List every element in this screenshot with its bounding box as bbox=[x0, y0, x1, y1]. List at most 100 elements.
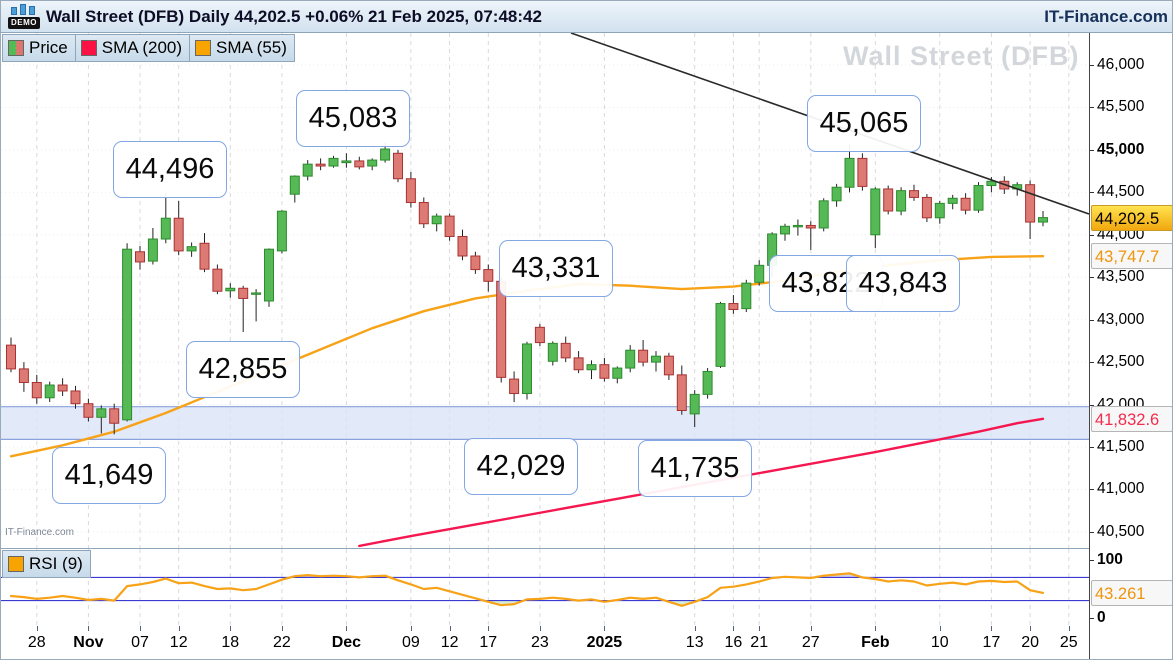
candle-down[interactable] bbox=[1025, 184, 1036, 223]
candle-down[interactable] bbox=[883, 188, 894, 212]
sma55-swatch-icon bbox=[195, 40, 212, 56]
candle-down[interactable] bbox=[393, 152, 403, 180]
price-legend-label: Price bbox=[29, 38, 68, 57]
candle-down[interactable] bbox=[31, 381, 42, 399]
candle-down[interactable] bbox=[315, 163, 326, 167]
time-axis[interactable]: 28 Nov 07 12 18 22 Dec 09 12 17 23 2025 13 16 21 27 Feb 1… bbox=[1, 626, 1089, 659]
candle-down[interactable] bbox=[483, 269, 494, 282]
rsi-legend-button[interactable]: RSI (9) bbox=[2, 550, 91, 578]
candle-up[interactable] bbox=[341, 160, 352, 164]
candle-down[interactable] bbox=[960, 197, 971, 211]
time-tick-mark bbox=[178, 626, 180, 631]
candle-up[interactable] bbox=[754, 264, 765, 283]
candle-up[interactable] bbox=[934, 202, 945, 219]
candle-down[interactable] bbox=[212, 268, 223, 292]
candle-down[interactable] bbox=[534, 326, 545, 344]
candle-down[interactable] bbox=[599, 364, 610, 379]
candle-up[interactable] bbox=[289, 175, 300, 195]
candle-up[interactable] bbox=[522, 343, 532, 395]
price-callout[interactable]: 45,083 bbox=[296, 90, 410, 147]
candle-up[interactable] bbox=[896, 190, 907, 212]
candle-up[interactable] bbox=[96, 408, 107, 418]
price-callout[interactable]: 42,855 bbox=[186, 341, 300, 398]
price-callout[interactable]: 41,649 bbox=[52, 447, 166, 504]
candle-up[interactable] bbox=[870, 188, 881, 236]
price-callout[interactable]: 41,735 bbox=[638, 440, 752, 497]
candle-up[interactable] bbox=[122, 248, 133, 421]
candle-up[interactable] bbox=[225, 287, 236, 292]
price-axis[interactable]: 46,000 45,500 45,000 44,500 44,000 43,500 43,0… bbox=[1089, 33, 1172, 659]
price-legend-button[interactable]: Price bbox=[2, 34, 76, 62]
candle-down[interactable] bbox=[805, 224, 816, 229]
candle-down[interactable] bbox=[70, 390, 81, 405]
support-zone-band[interactable] bbox=[1, 406, 1089, 440]
candle-down[interactable] bbox=[135, 251, 145, 263]
candle-down[interactable] bbox=[728, 303, 739, 310]
candle-up[interactable] bbox=[844, 157, 855, 188]
candle-up[interactable] bbox=[160, 217, 171, 240]
candle-up[interactable] bbox=[547, 342, 558, 362]
candle-down[interactable] bbox=[857, 157, 868, 187]
candle-down[interactable] bbox=[921, 196, 932, 219]
sma200-legend-button[interactable]: SMA (200) bbox=[75, 34, 191, 62]
candle-up[interactable] bbox=[792, 224, 803, 228]
rsi-line[interactable] bbox=[9, 572, 1045, 607]
candle-down[interactable] bbox=[173, 217, 184, 252]
candle-up[interactable] bbox=[741, 282, 752, 310]
candle-up[interactable] bbox=[612, 367, 623, 379]
candle-down[interactable] bbox=[18, 368, 29, 383]
candle-up[interactable] bbox=[586, 364, 597, 371]
candle-down[interactable] bbox=[663, 355, 674, 376]
candle-up[interactable] bbox=[625, 349, 636, 369]
candle-up[interactable] bbox=[947, 197, 958, 204]
price-callout[interactable]: 43,843 bbox=[846, 255, 960, 312]
candle-up[interactable] bbox=[973, 185, 984, 211]
candle-up[interactable] bbox=[651, 355, 661, 363]
candle-up[interactable] bbox=[186, 246, 197, 252]
price-tick-mark bbox=[1090, 65, 1094, 66]
candle-up[interactable] bbox=[44, 384, 55, 399]
brand-link[interactable]: IT-Finance.com bbox=[1044, 6, 1168, 26]
price-callout[interactable]: 43,331 bbox=[499, 240, 613, 297]
candle-down[interactable] bbox=[457, 235, 468, 257]
candle-up[interactable] bbox=[147, 238, 158, 262]
candle-up[interactable] bbox=[986, 180, 997, 187]
candle-down[interactable] bbox=[573, 357, 584, 371]
candle-down[interactable] bbox=[83, 403, 94, 418]
candle-down[interactable] bbox=[638, 349, 649, 363]
candle-up[interactable] bbox=[1038, 217, 1048, 223]
candle-down[interactable] bbox=[418, 202, 429, 225]
candle-up[interactable] bbox=[689, 393, 700, 415]
candle-down[interactable] bbox=[676, 374, 687, 412]
candle-down[interactable] bbox=[199, 242, 210, 270]
candle-up[interactable] bbox=[264, 248, 274, 302]
candle-up[interactable] bbox=[276, 210, 287, 252]
candle-up[interactable] bbox=[780, 225, 790, 235]
candle-down[interactable] bbox=[354, 160, 365, 168]
sma55-legend-button[interactable]: SMA (55) bbox=[190, 34, 295, 62]
candle-up[interactable] bbox=[302, 163, 313, 177]
candle-up[interactable] bbox=[367, 159, 378, 167]
candle-down[interactable] bbox=[57, 384, 68, 392]
rsi-indicator-panel[interactable] bbox=[1, 549, 1089, 626]
candle-up[interactable] bbox=[831, 186, 842, 202]
candle-up[interactable] bbox=[328, 157, 339, 167]
candle-down[interactable] bbox=[6, 344, 16, 370]
candle-up[interactable] bbox=[818, 200, 829, 229]
candle-up[interactable] bbox=[431, 215, 442, 225]
candle-up[interactable] bbox=[251, 292, 262, 295]
price-callout[interactable]: 44,496 bbox=[113, 141, 227, 198]
candle-down[interactable] bbox=[405, 178, 416, 204]
candle-down[interactable] bbox=[509, 378, 520, 395]
candle-down[interactable] bbox=[238, 287, 249, 299]
candle-down[interactable] bbox=[470, 255, 481, 271]
candle-up[interactable] bbox=[380, 148, 391, 161]
price-callout[interactable]: 45,065 bbox=[807, 95, 921, 152]
candle-down[interactable] bbox=[560, 342, 571, 359]
candle-down[interactable] bbox=[444, 215, 455, 237]
price-callout[interactable]: 42,029 bbox=[464, 438, 578, 495]
candle-down[interactable] bbox=[109, 408, 120, 424]
candle-up[interactable] bbox=[702, 370, 713, 395]
candle-down[interactable] bbox=[909, 190, 919, 198]
candle-up[interactable] bbox=[715, 303, 726, 367]
